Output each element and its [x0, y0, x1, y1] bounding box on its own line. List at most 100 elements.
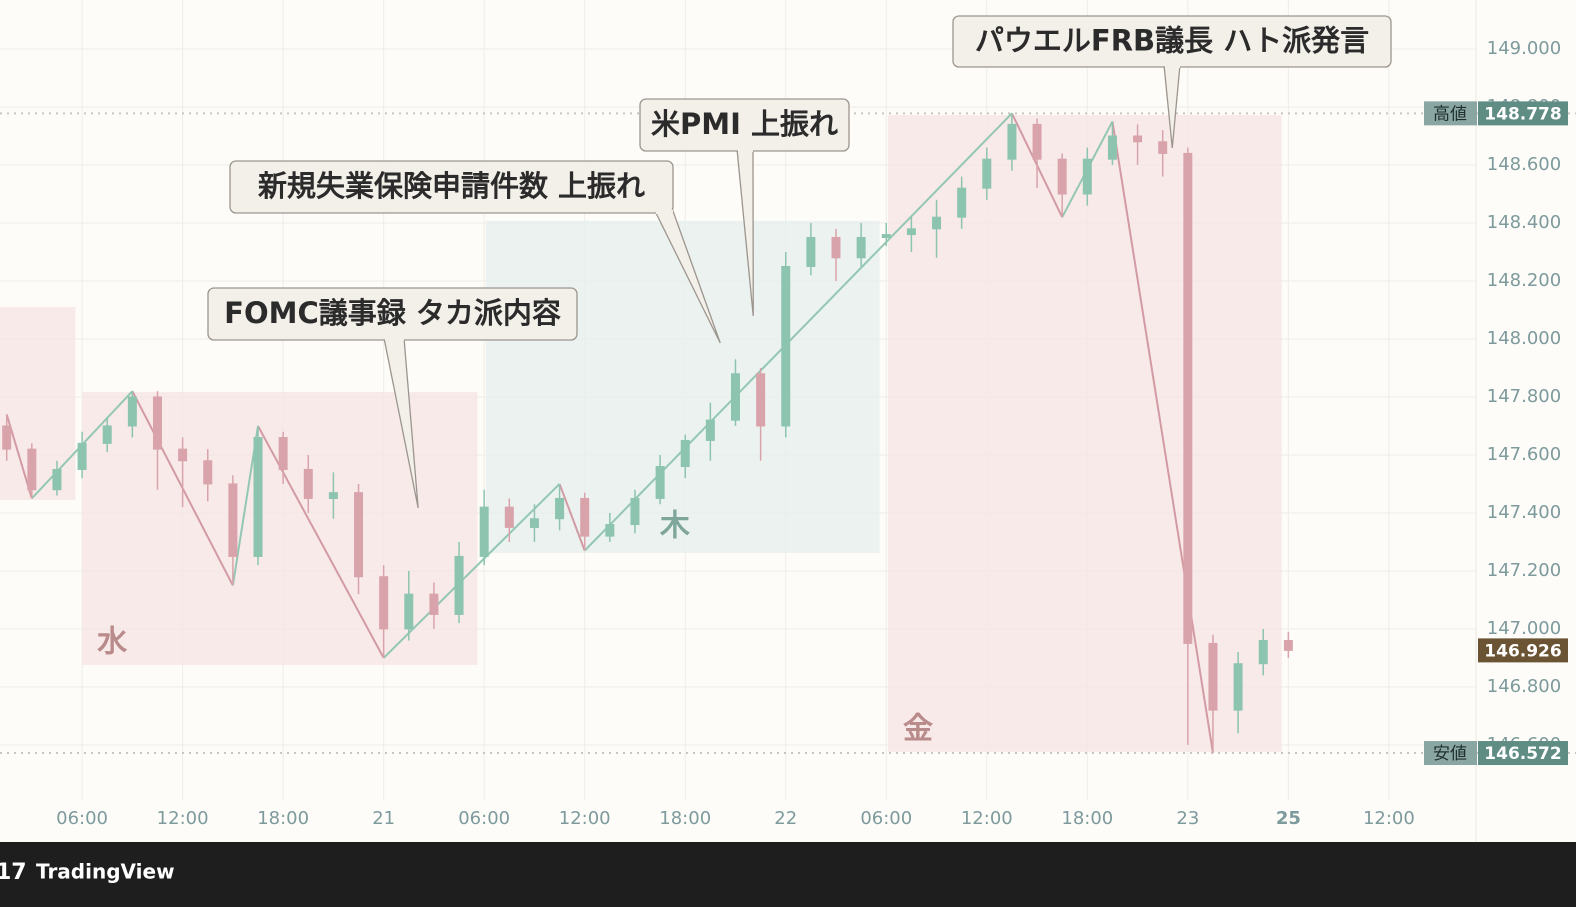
- x-tick-label: 12:00: [559, 808, 611, 829]
- candle-body: [1183, 152, 1193, 644]
- price-label-box: [1478, 101, 1568, 126]
- price-label: 146.572: [1484, 744, 1561, 764]
- callout-text: 米PMI 上振れ: [651, 107, 838, 141]
- y-tick-label: 146.800: [1487, 676, 1561, 697]
- candle-body: [806, 236, 816, 267]
- x-tick-label: 22: [774, 808, 797, 829]
- candle-body: [203, 460, 213, 485]
- candle-body: [328, 492, 338, 499]
- candle-body: [379, 576, 389, 630]
- candle-body: [655, 466, 665, 499]
- price-label: 146.926: [1484, 641, 1561, 661]
- callout-joint: [385, 337, 404, 341]
- brand-name: TradingView: [36, 860, 175, 884]
- callout-joint: [738, 148, 753, 152]
- candle-body: [932, 216, 942, 230]
- candle-body: [404, 593, 414, 630]
- x-tick-label: 18:00: [257, 808, 309, 829]
- candle-body: [152, 396, 162, 450]
- x-tick-label: 18:00: [659, 808, 711, 829]
- candle-body: [479, 506, 489, 557]
- candle-body: [881, 234, 891, 238]
- callout-text: FOMC議事録 タカ派内容: [224, 296, 561, 330]
- candle-body: [831, 236, 841, 259]
- callout-joint: [656, 210, 673, 214]
- price-label-box: [1478, 638, 1568, 663]
- candle-body: [1283, 640, 1293, 651]
- y-tick-label: 147.800: [1487, 386, 1561, 407]
- callout-text: 新規失業保険申請件数 上振れ: [257, 169, 645, 203]
- price-tag-box: [1424, 741, 1477, 766]
- candle-body: [354, 492, 364, 578]
- candle-body: [454, 555, 464, 615]
- x-tick-label: 21: [372, 808, 395, 829]
- candle-body: [1158, 141, 1168, 154]
- x-tick-label: 06:00: [56, 808, 108, 829]
- candle-body: [1208, 642, 1218, 711]
- y-tick-label: 147.200: [1487, 560, 1561, 581]
- day-range-box: [0, 307, 76, 500]
- candle-body: [781, 265, 791, 427]
- callout-text: パウエルFRB議長 ハト派発言: [975, 24, 1369, 58]
- candle-body: [1007, 123, 1017, 160]
- candle-body: [856, 236, 866, 259]
- brand-logo: 17: [0, 860, 27, 885]
- candle-body: [555, 497, 565, 520]
- candle-body: [52, 468, 62, 491]
- candle-body: [1032, 123, 1042, 160]
- candle-body: [756, 373, 766, 427]
- footer-bar: [0, 842, 1576, 907]
- day-label: 水: [96, 624, 128, 659]
- candle-body: [178, 448, 188, 462]
- y-tick-label: 148.200: [1487, 270, 1561, 291]
- candle-body: [278, 437, 288, 470]
- candle-body: [630, 497, 640, 526]
- y-tick-label: 147.000: [1487, 618, 1561, 639]
- candle-body: [529, 518, 539, 528]
- candle-body: [580, 497, 590, 537]
- candle-body: [303, 468, 313, 499]
- zigzag-leg: [1111, 121, 1214, 754]
- callout-box: [229, 160, 674, 214]
- candle-body: [605, 524, 615, 537]
- candle-body: [1057, 158, 1067, 195]
- candle-body: [1082, 158, 1092, 195]
- candle-body: [906, 228, 916, 236]
- candle-body: [253, 437, 263, 557]
- x-tick-label: 06:00: [458, 808, 510, 829]
- candle-body: [1233, 663, 1243, 711]
- candle-body: [1107, 135, 1117, 160]
- price-tag-name: 安値: [1433, 744, 1467, 764]
- x-tick-label: 25: [1276, 808, 1301, 829]
- candle-body: [77, 442, 87, 470]
- x-tick-label: 23: [1176, 808, 1199, 829]
- x-tick-label: 12:00: [1363, 808, 1415, 829]
- candle-body: [504, 506, 514, 528]
- y-tick-label: 147.400: [1487, 502, 1561, 523]
- day-range-box: [485, 220, 880, 553]
- y-tick-label: 148.400: [1487, 212, 1561, 233]
- candle-body: [102, 425, 112, 444]
- candle-body: [27, 448, 37, 491]
- candle-body: [957, 187, 967, 218]
- y-tick-label: 147.600: [1487, 444, 1561, 465]
- price-tag-box: [1424, 101, 1477, 126]
- price-label: 148.778: [1484, 104, 1561, 124]
- candle-body: [680, 439, 690, 468]
- day-label: 木: [659, 508, 690, 543]
- day-label: 金: [903, 711, 933, 746]
- x-tick-label: 12:00: [961, 808, 1013, 829]
- x-tick-label: 18:00: [1061, 808, 1113, 829]
- candle-body: [730, 373, 740, 421]
- day-range-box: [887, 115, 1282, 752]
- x-tick-label: 06:00: [860, 808, 912, 829]
- candle-body: [705, 419, 715, 441]
- candle-body: [429, 593, 439, 615]
- x-tick-label: 12:00: [157, 808, 209, 829]
- candle-body: [127, 396, 137, 427]
- y-tick-label: 148.000: [1487, 328, 1561, 349]
- candle-body: [1258, 640, 1268, 665]
- y-tick-label: 149.000: [1487, 38, 1561, 59]
